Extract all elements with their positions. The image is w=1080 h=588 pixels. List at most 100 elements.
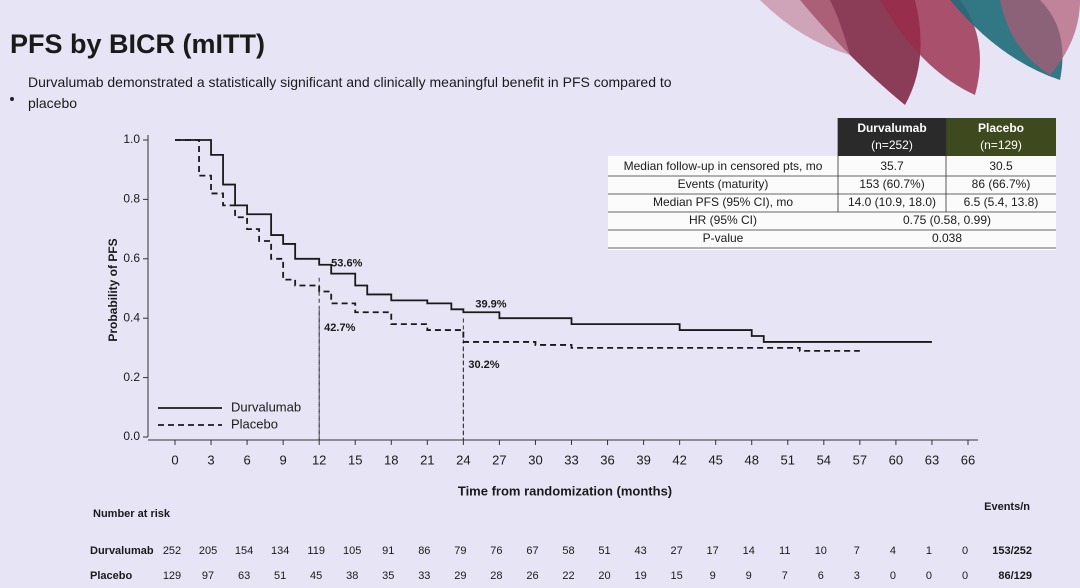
x-axis-label: Time from randomization (months) [458,483,672,498]
risk-value: 97 [202,570,214,582]
risk-value: 9 [710,570,716,582]
x-tick-label: 27 [492,452,506,467]
y-tick-label: 0.4 [123,310,140,324]
risk-events: 86/129 [998,570,1032,582]
table-cell: 153 (60.7%) [859,177,924,191]
subtitle: Durvalumab demonstrated a statistically … [28,74,672,111]
risk-value: 0 [962,570,968,582]
risk-value: 119 [307,545,325,557]
subtitle-box: Durvalumab demonstrated a statistically … [28,74,672,111]
risk-value: 79 [454,545,466,557]
risk-value: 91 [382,545,394,557]
legend-label: Durvalumab [231,399,301,414]
risk-value: 134 [271,545,289,557]
risk-value: 45 [310,570,322,582]
table-cell: 14.0 (10.9, 18.0) [848,195,936,209]
table-cell: 6.5 (5.4, 13.8) [964,195,1039,209]
risk-value: 9 [746,570,752,582]
decoration [760,0,1080,105]
y-tick-label: 0.6 [123,251,140,265]
risk-value: 35 [382,570,394,582]
risk-value: 67 [526,545,538,557]
x-tick-label: 12 [312,452,326,467]
risk-value: 58 [562,545,574,557]
risk-value: 11 [779,545,790,557]
y-tick-label: 0.8 [123,192,140,206]
legend-label: Placebo [231,416,278,431]
y-tick-label: 0.0 [123,429,140,443]
risk-value: 28 [490,570,502,582]
table-cell: 30.5 [989,159,1013,173]
x-tick-label: 0 [171,452,178,467]
x-tick-label: 51 [781,452,795,467]
table-header: Placebo [978,121,1024,135]
table-header-bg [946,118,1056,156]
risk-value: 10 [815,545,827,557]
y-tick-label: 1.0 [123,132,140,146]
risk-value: 7 [782,570,788,582]
bullet [10,97,14,101]
table-row-label: P-value [703,231,744,245]
x-tick-label: 60 [889,452,903,467]
x-tick-label: 36 [600,452,614,467]
risk-value: 4 [890,545,896,557]
risk-value: 27 [671,545,683,557]
table-cell: 0.75 (0.58, 0.99) [903,213,991,227]
x-tick-label: 66 [961,452,975,467]
table-header: (n=252) [871,138,913,152]
x-tick-label: 54 [817,452,831,467]
risk-title: Number at risk [93,508,171,520]
table-header: Durvalumab [857,121,926,135]
risk-value: 76 [490,545,502,557]
series-line [175,139,932,343]
x-tick-label: 24 [456,452,470,467]
x-tick-label: 48 [744,452,758,467]
x-tick-label: 15 [348,452,362,467]
title: PFS by BICR (mITT) [10,29,265,59]
risk-value: 105 [343,545,361,557]
table-cell: 0.038 [932,231,962,245]
risk-value: 0 [962,545,968,557]
y-tick-label: 0.2 [123,370,140,384]
risk-value: 19 [634,570,646,582]
table-row-label: Median follow-up in censored pts, mo [624,159,823,173]
risk-value: 1 [926,545,932,557]
risk-events-title: Events/n [984,501,1030,513]
x-tick-label: 3 [207,452,214,467]
x-tick-label: 63 [925,452,939,467]
annotation: 53.6% [331,258,362,270]
x-tick-label: 33 [564,452,578,467]
annotation: 30.2% [468,359,499,371]
risk-value: 38 [346,570,358,582]
risk-value: 6 [818,570,824,582]
x-tick-label: 6 [243,452,250,467]
x-tick-label: 18 [384,452,398,467]
risk-value: 20 [598,570,610,582]
risk-row-label: Durvalumab [90,545,154,557]
x-tick-label: 57 [853,452,867,467]
table-header: (n=129) [980,138,1022,152]
risk-value: 63 [238,570,250,582]
x-tick-label: 42 [672,452,686,467]
risk-value: 7 [854,545,860,557]
table-cell: 86 (66.7%) [972,177,1031,191]
y-axis-label: Probability of PFS [106,238,120,341]
risk-value: 86 [418,545,430,557]
table-header-bg [838,118,946,156]
risk-value: 22 [562,570,574,582]
risk-value: 29 [454,570,466,582]
x-tick-label: 21 [420,452,434,467]
risk-value: 33 [418,570,430,582]
series-line [175,139,860,352]
risk-value: 0 [926,570,932,582]
risk-value: 205 [199,545,217,557]
x-tick-label: 30 [528,452,542,467]
table-row-label: HR (95% CI) [689,213,757,227]
table-row-label: Median PFS (95% CI), mo [653,195,793,209]
risk-value: 129 [163,570,181,582]
risk-events: 153/252 [992,545,1032,557]
risk-value: 43 [634,545,646,557]
risk-value: 51 [598,545,610,557]
